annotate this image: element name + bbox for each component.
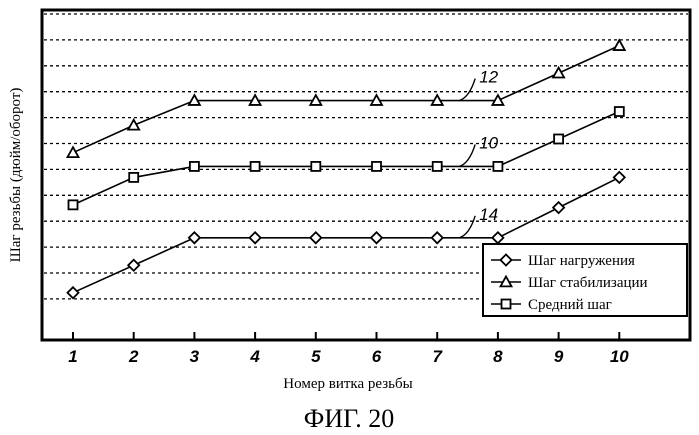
data-point-square xyxy=(372,162,381,171)
callout-leader xyxy=(459,144,475,166)
data-point-square xyxy=(251,162,260,171)
data-point-diamond xyxy=(614,172,625,183)
series-triangle xyxy=(68,40,625,157)
callout-leader xyxy=(459,216,475,238)
data-point-diamond xyxy=(371,232,382,243)
data-point-diamond xyxy=(553,202,564,213)
data-point-square xyxy=(190,162,199,171)
x-tick-label: 1 xyxy=(68,347,77,366)
legend-label: Средний шаг xyxy=(528,297,612,313)
data-point-triangle xyxy=(553,68,564,78)
callout-leader xyxy=(459,79,475,101)
x-tick-label: 2 xyxy=(128,347,139,366)
data-point-triangle xyxy=(614,40,625,50)
data-point-square xyxy=(69,200,78,209)
data-point-diamond xyxy=(250,232,261,243)
legend: Шаг нагружения Шаг стабилизации Средний ша… xyxy=(483,244,687,316)
callout-label: 14 xyxy=(479,205,498,224)
x-tick-label: 7 xyxy=(432,347,443,366)
x-tick-label: 9 xyxy=(554,347,564,366)
figure-caption: ФИГ. 20 xyxy=(304,404,394,433)
series-square xyxy=(69,107,624,209)
x-ticks: 1 2 3 4 5 6 7 8 9 10 xyxy=(68,332,629,366)
series-line xyxy=(73,46,619,153)
data-point-diamond xyxy=(128,260,139,271)
x-tick-label: 5 xyxy=(311,347,321,366)
callouts: 14 12 10 xyxy=(459,68,498,238)
legend-label: Шаг нагружения xyxy=(528,253,635,269)
series-line xyxy=(73,112,619,205)
data-point-diamond xyxy=(310,232,321,243)
x-tick-label: 3 xyxy=(190,347,200,366)
data-point-square xyxy=(311,162,320,171)
x-axis-label: Номер витка резьбы xyxy=(283,376,412,392)
x-tick-label: 10 xyxy=(610,347,629,366)
data-point-triangle xyxy=(128,120,139,130)
data-point-square xyxy=(433,162,442,171)
x-tick-label: 8 xyxy=(493,347,503,366)
data-point-diamond xyxy=(68,287,79,298)
x-tick-label: 4 xyxy=(249,347,260,366)
callout-label: 10 xyxy=(479,133,498,152)
legend-marker-square xyxy=(502,300,511,309)
data-point-diamond xyxy=(432,232,443,243)
data-point-square xyxy=(554,134,563,143)
data-point-triangle xyxy=(68,147,79,157)
legend-label: Шаг стабилизации xyxy=(528,275,648,291)
x-tick-label: 6 xyxy=(372,347,382,366)
callout-label: 12 xyxy=(479,68,498,87)
data-point-square xyxy=(129,173,138,182)
data-point-diamond xyxy=(189,232,200,243)
data-point-diamond xyxy=(492,232,503,243)
data-point-square xyxy=(493,162,502,171)
y-axis-label: Шаг резьбы (дюйм/оборот) xyxy=(8,88,24,263)
data-point-square xyxy=(615,107,624,116)
